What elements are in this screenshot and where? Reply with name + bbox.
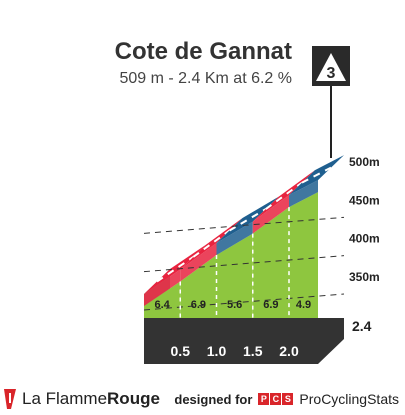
la-flamme-rouge-logo: La FlammeRouge	[2, 388, 160, 410]
profile-area-segment	[289, 192, 318, 318]
y-tick-label: 350m	[349, 270, 380, 284]
category-label: 3	[327, 65, 336, 82]
segment-gradient-label: 5.6	[227, 299, 242, 311]
y-tick-label: 450m	[349, 193, 380, 207]
gradient-band-front	[144, 269, 181, 307]
gradient-band-front	[216, 221, 253, 256]
elevation-gridline	[143, 255, 345, 273]
pcs-name: ProCyclingStats	[299, 391, 399, 407]
climb-profile-chart: 3 350m 400m 450m 500m 6.4 6.9 5.6 6.9 4.9 0.5 1.0 1…	[143, 46, 380, 364]
segment-gradient-label: 4.9	[296, 299, 311, 311]
pcs-letter-c: C	[270, 393, 282, 405]
distance-base	[144, 318, 344, 364]
climb-title: Cote de Gannat	[114, 38, 292, 65]
segment-gradient-label: 6.9	[263, 299, 278, 311]
x-tick-label: 2.0	[279, 343, 299, 359]
gradient-band-front	[252, 195, 289, 234]
designed-for-pcs: designed for P C S ProCyclingStats	[174, 388, 399, 410]
pcs-logo-icon: P C S	[258, 393, 294, 405]
profile-area-segment	[216, 233, 253, 318]
profile-area-segment	[180, 255, 217, 318]
road-center-line	[301, 166, 332, 184]
gradient-band-front	[289, 180, 318, 208]
x-tick-label: 1.0	[207, 343, 227, 359]
segment-gradient-label: 6.9	[191, 299, 206, 311]
gradient-band-front	[180, 243, 217, 282]
finish-marker: 3	[312, 46, 350, 158]
x-tick-label: 0.5	[171, 343, 191, 359]
gradient-band-segment	[216, 196, 279, 244]
segment-gradient-label: 6.4	[154, 299, 170, 311]
pcs-letter-p: P	[258, 393, 270, 405]
brand-suffix: Rouge	[107, 389, 160, 408]
flame-icon	[4, 389, 16, 409]
designed-for-label: designed for	[174, 391, 253, 407]
y-tick-label: 400m	[349, 232, 380, 246]
climb-subtitle: 509 m - 2.4 Km at 6.2 %	[119, 70, 292, 87]
gradient-band-segment	[180, 218, 243, 270]
elevation-gridline	[143, 293, 345, 311]
x-tick-label: 1.5	[243, 343, 263, 359]
brand-name: La FlammeRouge	[22, 389, 160, 409]
brand-prefix: La Flamme	[22, 389, 108, 408]
pcs-letter-s: S	[282, 393, 294, 405]
elevation-gridline	[143, 216, 345, 234]
gradient-band-segment	[144, 244, 207, 295]
total-distance-label: 2.4	[352, 318, 372, 334]
profile-area-segment	[252, 207, 289, 318]
y-tick-label: 500m	[349, 155, 380, 169]
gradient-band-segment	[252, 170, 315, 222]
profile-area-segment	[144, 281, 181, 318]
triangle-icon	[316, 53, 346, 81]
